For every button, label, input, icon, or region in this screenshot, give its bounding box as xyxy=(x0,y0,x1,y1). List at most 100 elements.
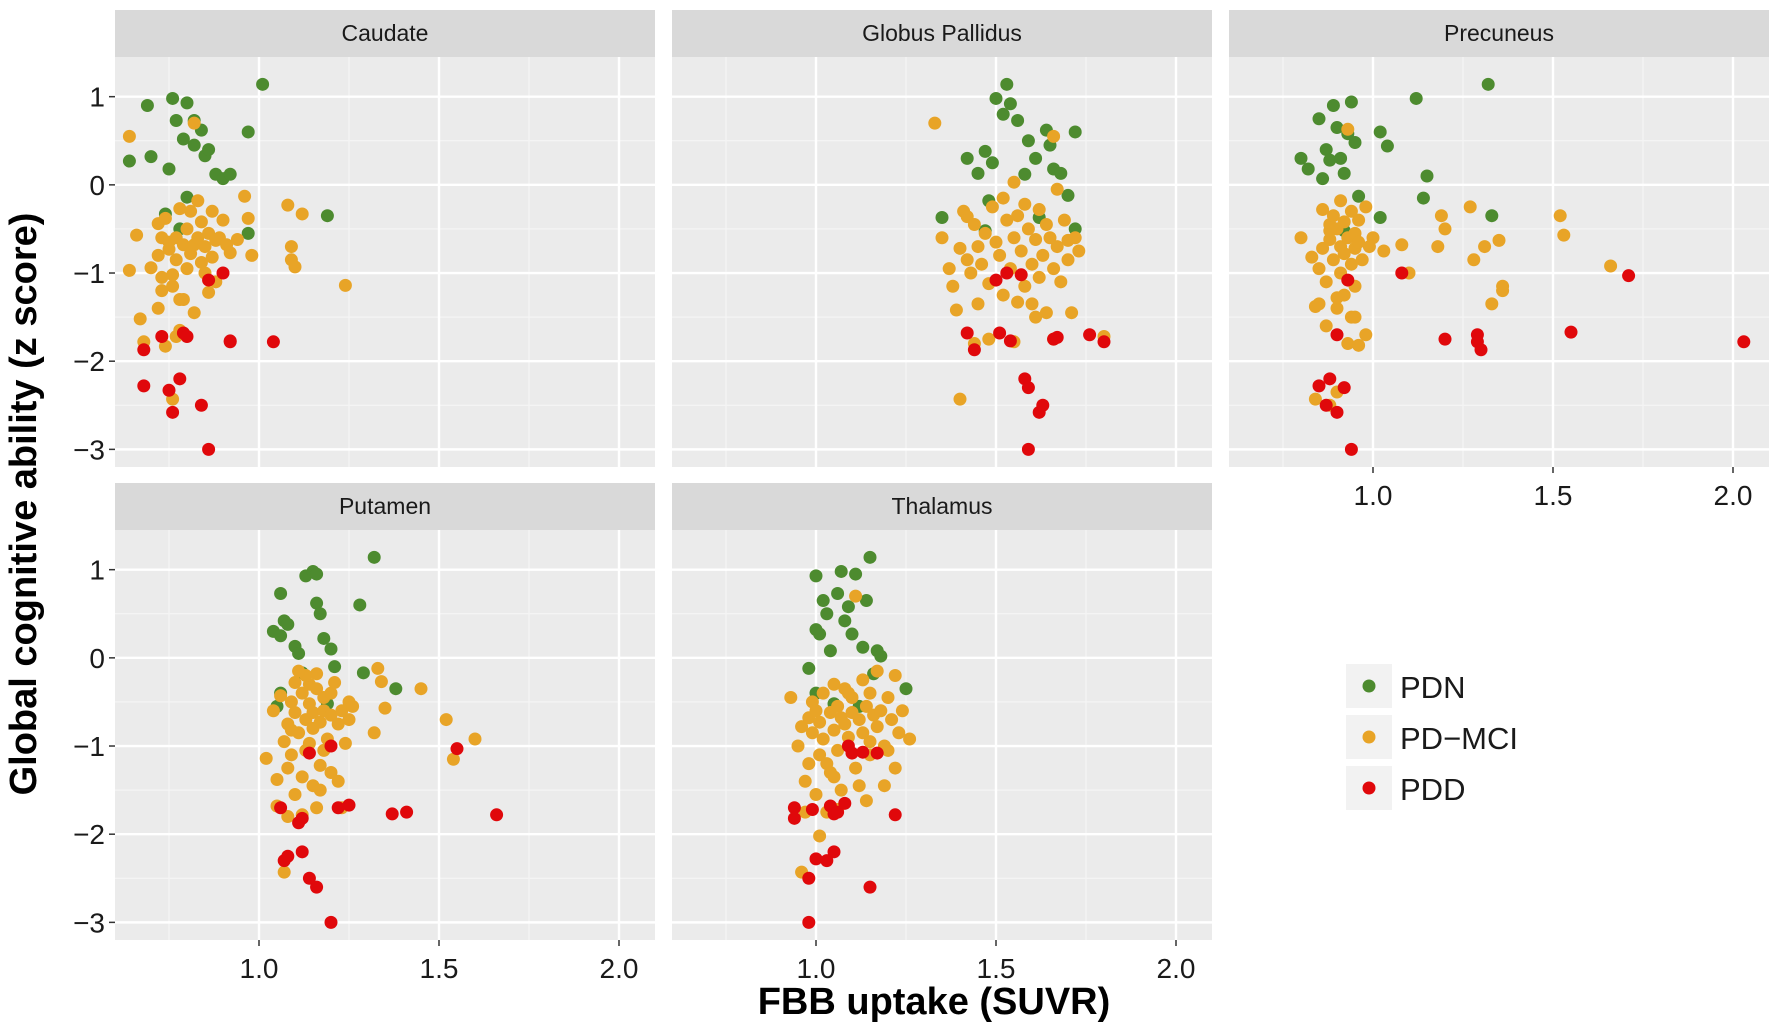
point-pd-mci xyxy=(1007,175,1021,189)
point-pdd xyxy=(1330,328,1344,342)
point-pdn xyxy=(292,646,306,660)
point-pd-mci xyxy=(1054,275,1068,289)
point-pdn xyxy=(140,98,154,112)
point-pdn xyxy=(1416,191,1430,205)
point-pd-mci xyxy=(1341,122,1355,136)
point-pdd xyxy=(137,343,151,357)
point-pd-mci xyxy=(1305,250,1319,264)
point-pdd xyxy=(1344,442,1358,456)
point-pd-mci xyxy=(831,743,845,757)
point-pd-mci xyxy=(831,699,845,713)
point-pd-mci xyxy=(284,748,298,762)
point-pdd xyxy=(820,854,834,868)
point-pd-mci xyxy=(281,810,295,824)
point-pd-mci xyxy=(1319,275,1333,289)
point-pdn xyxy=(1011,113,1025,127)
point-pd-mci xyxy=(1014,244,1028,258)
point-pdd xyxy=(266,335,280,349)
strip-title: Putamen xyxy=(339,493,431,519)
x-tick-label: 1.0 xyxy=(240,953,279,984)
point-pdn xyxy=(985,156,999,170)
point-pd-mci xyxy=(949,303,963,317)
point-pd-mci xyxy=(371,661,385,675)
point-pdn xyxy=(180,190,194,204)
point-pdd xyxy=(1330,405,1344,419)
point-pd-mci xyxy=(791,739,805,753)
point-pd-mci xyxy=(892,726,906,740)
point-pd-mci xyxy=(1057,213,1071,227)
point-pd-mci xyxy=(194,255,208,269)
point-pd-mci xyxy=(446,752,460,766)
point-pd-mci xyxy=(166,279,180,293)
point-pd-mci xyxy=(852,713,866,727)
point-pdd xyxy=(166,405,180,419)
point-pdd xyxy=(1014,268,1028,282)
point-pdd xyxy=(223,334,237,348)
point-pd-mci xyxy=(310,667,324,681)
point-pdd xyxy=(989,273,1003,287)
point-pdd xyxy=(1474,343,1488,357)
point-pd-mci xyxy=(1036,248,1050,262)
point-pd-mci xyxy=(176,292,190,306)
point-pdn xyxy=(960,151,974,165)
point-pd-mci xyxy=(288,676,302,690)
point-pd-mci xyxy=(942,262,956,276)
y-tick-label: 1 xyxy=(89,82,105,113)
point-pd-mci xyxy=(338,278,352,292)
point-pdn xyxy=(856,640,870,654)
point-pd-mci xyxy=(338,736,352,750)
point-pd-mci xyxy=(324,708,338,722)
point-pdd xyxy=(1395,266,1409,280)
point-pd-mci xyxy=(1467,253,1481,267)
point-pdd xyxy=(400,805,414,819)
point-pd-mci xyxy=(378,701,392,715)
point-pd-mci xyxy=(151,248,165,262)
strip-title: Globus Pallidus xyxy=(862,20,1022,46)
point-pd-mci xyxy=(169,253,183,267)
point-pdd xyxy=(281,849,295,863)
point-pd-mci xyxy=(798,774,812,788)
point-pd-mci xyxy=(245,248,259,262)
point-pdd xyxy=(1312,379,1326,393)
point-pd-mci xyxy=(310,682,324,696)
point-pdn xyxy=(838,614,852,628)
point-pdd xyxy=(324,915,338,929)
point-pdn xyxy=(820,607,834,621)
plot-background xyxy=(115,530,655,940)
point-pd-mci xyxy=(151,301,165,315)
point-pdn xyxy=(1373,125,1387,139)
point-pd-mci xyxy=(870,720,884,734)
x-tick-label: 1.5 xyxy=(1534,480,1573,511)
point-pdn xyxy=(310,596,324,610)
point-pd-mci xyxy=(1029,233,1043,247)
point-pd-mci xyxy=(1352,235,1366,249)
y-axis-title: Global cognitive ability (z score) xyxy=(3,213,45,796)
point-pd-mci xyxy=(1308,392,1322,406)
point-pdn xyxy=(831,586,845,600)
point-pd-mci xyxy=(813,829,827,843)
y-tick-label: −2 xyxy=(73,346,105,377)
point-pdn xyxy=(1018,167,1032,181)
point-pd-mci xyxy=(187,116,201,130)
point-pdd xyxy=(1021,442,1035,456)
point-pdn xyxy=(162,162,176,176)
point-pdn xyxy=(353,598,367,612)
point-pdn xyxy=(1294,151,1308,165)
point-pdn xyxy=(1485,209,1499,223)
point-pd-mci xyxy=(367,726,381,740)
panel-putamen: Putamen 1 0 −1 −2 −3 1.0 1.5 2.0 xyxy=(73,483,655,984)
point-pd-mci xyxy=(194,215,208,229)
strip-thalamus xyxy=(672,483,1212,530)
point-pdd xyxy=(202,273,216,287)
point-pd-mci xyxy=(1326,209,1340,223)
point-pd-mci xyxy=(964,266,978,280)
strip-title: Caudate xyxy=(342,20,429,46)
point-pdd xyxy=(1337,381,1351,395)
point-pd-mci xyxy=(1395,238,1409,252)
point-pd-mci xyxy=(953,241,967,255)
point-pdn xyxy=(241,226,255,240)
point-pdd xyxy=(194,398,208,412)
point-pd-mci xyxy=(1438,222,1452,236)
point-pd-mci xyxy=(935,231,949,245)
point-pdn xyxy=(1068,125,1082,139)
